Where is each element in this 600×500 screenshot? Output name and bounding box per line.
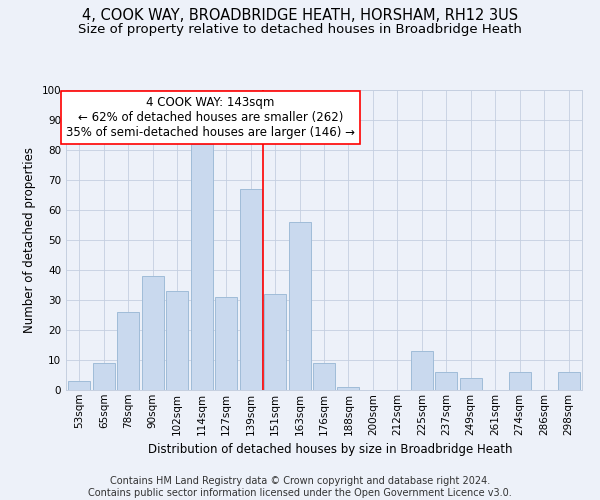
Bar xyxy=(460,378,482,390)
Bar xyxy=(337,387,359,390)
Bar xyxy=(239,189,262,390)
Bar xyxy=(264,294,286,390)
Bar xyxy=(142,276,164,390)
Text: 4 COOK WAY: 143sqm
← 62% of detached houses are smaller (262)
35% of semi-detach: 4 COOK WAY: 143sqm ← 62% of detached hou… xyxy=(66,96,355,139)
Bar xyxy=(166,291,188,390)
Bar xyxy=(93,363,115,390)
Text: Contains HM Land Registry data © Crown copyright and database right 2024.
Contai: Contains HM Land Registry data © Crown c… xyxy=(88,476,512,498)
Bar xyxy=(289,222,311,390)
Bar xyxy=(215,297,237,390)
Bar xyxy=(557,372,580,390)
Text: Size of property relative to detached houses in Broadbridge Heath: Size of property relative to detached ho… xyxy=(78,22,522,36)
Bar xyxy=(118,312,139,390)
Text: 4, COOK WAY, BROADBRIDGE HEATH, HORSHAM, RH12 3US: 4, COOK WAY, BROADBRIDGE HEATH, HORSHAM,… xyxy=(82,8,518,22)
Y-axis label: Number of detached properties: Number of detached properties xyxy=(23,147,36,333)
Bar xyxy=(313,363,335,390)
Text: Distribution of detached houses by size in Broadbridge Heath: Distribution of detached houses by size … xyxy=(148,442,512,456)
Bar xyxy=(68,381,91,390)
Bar xyxy=(435,372,457,390)
Bar xyxy=(411,351,433,390)
Bar xyxy=(191,144,213,390)
Bar xyxy=(509,372,530,390)
